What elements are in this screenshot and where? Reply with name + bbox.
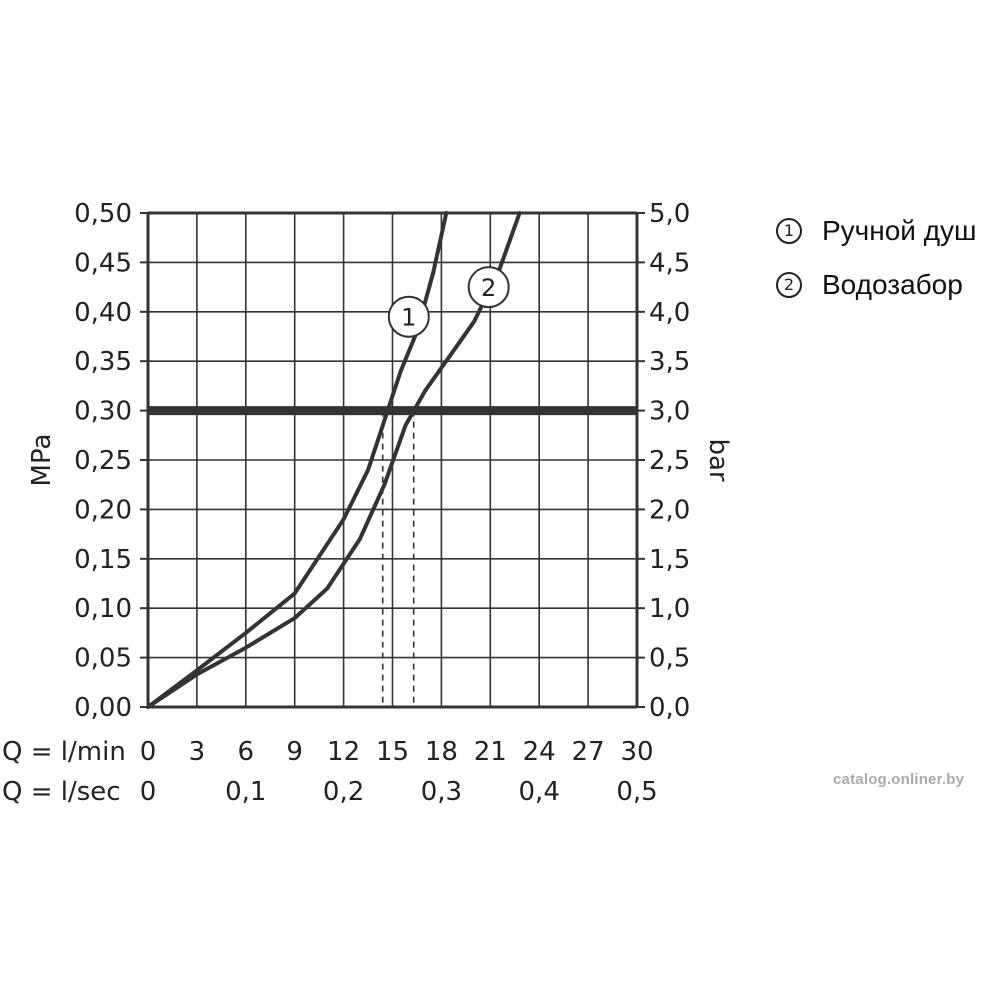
x-axis-lmin-title: Q = l/min — [2, 737, 126, 767]
series-1-label: 1 — [401, 304, 416, 332]
legend-label-2: Водозабор — [822, 269, 963, 300]
x-lmin-tick-label: 15 — [376, 737, 409, 767]
x-lmin-tick-label: 18 — [425, 737, 458, 767]
y-left-tick-label: 0,30 — [74, 397, 132, 427]
y-right-tick-label: 2,0 — [649, 495, 690, 525]
x-lmin-tick-label: 30 — [620, 737, 653, 767]
y-left-tick-label: 0,35 — [74, 347, 132, 377]
y-axis-right-title: bar — [703, 438, 733, 481]
x-lmin-tick-label: 0 — [140, 737, 157, 767]
x-lsec-tick-label: 0,2 — [323, 777, 364, 807]
legend-item-1: 1 Ручной душ — [776, 204, 977, 258]
tick-labels: 0,000,050,100,150,200,250,300,350,400,45… — [74, 199, 690, 807]
x-lsec-tick-label: 0 — [140, 777, 157, 807]
x-lmin-tick-label: 9 — [286, 737, 303, 767]
series-1-label-circle — [387, 295, 430, 338]
series-line-2 — [146, 211, 522, 709]
legend-label-1: Ручной душ — [822, 215, 977, 246]
y-right-tick-label: 4,0 — [649, 298, 690, 328]
x-lmin-tick-label: 6 — [238, 737, 255, 767]
y-left-tick-label: 0,00 — [74, 693, 132, 723]
x-lsec-tick-label: 0,4 — [519, 777, 560, 807]
series-1-marker: 1 — [776, 218, 802, 244]
y-right-tick-label: 4,5 — [649, 248, 690, 278]
y-left-tick-label: 0,20 — [74, 495, 132, 525]
x-lmin-tick-label: 21 — [474, 737, 507, 767]
legend-item-2: 2 Водозабор — [776, 258, 977, 312]
reference-line-group — [148, 406, 637, 707]
watermark: catalog.onliner.by — [833, 771, 965, 788]
y-left-tick-label: 0,10 — [74, 594, 132, 624]
x-lmin-tick-label: 27 — [572, 737, 605, 767]
y-right-tick-label: 5,0 — [649, 199, 690, 229]
x-lsec-tick-label: 0,1 — [225, 777, 266, 807]
y-left-tick-label: 0,40 — [74, 298, 132, 328]
y-right-tick-label: 3,5 — [649, 347, 690, 377]
x-lsec-tick-label: 0,3 — [421, 777, 462, 807]
y-right-tick-label: 0,5 — [649, 644, 690, 674]
x-lsec-tick-label: 0,5 — [616, 777, 657, 807]
y-left-tick-label: 0,05 — [74, 644, 132, 674]
y-right-tick-label: 2,5 — [649, 446, 690, 476]
y-axis-left-title: MPa — [27, 434, 57, 487]
x-axis-lsec-title: Q = l/sec — [2, 777, 121, 807]
y-left-tick-label: 0,50 — [74, 199, 132, 229]
series-2-label: 2 — [481, 274, 496, 302]
y-right-tick-label: 1,0 — [649, 594, 690, 624]
y-right-tick-label: 1,5 — [649, 545, 690, 575]
y-right-tick-label: 0,0 — [649, 693, 690, 723]
y-left-tick-label: 0,45 — [74, 248, 132, 278]
legend: 1 Ручной душ 2 Водозабор — [776, 204, 977, 312]
y-left-tick-label: 0,25 — [74, 446, 132, 476]
series-2-marker: 2 — [776, 272, 802, 298]
series-2-label-circle — [467, 266, 510, 309]
x-lmin-tick-label: 12 — [327, 737, 360, 767]
x-lmin-tick-label: 24 — [523, 737, 556, 767]
series-group: 12 — [146, 211, 522, 709]
y-left-tick-label: 0,15 — [74, 545, 132, 575]
y-right-tick-label: 3,0 — [649, 397, 690, 427]
x-lmin-tick-label: 3 — [189, 737, 206, 767]
